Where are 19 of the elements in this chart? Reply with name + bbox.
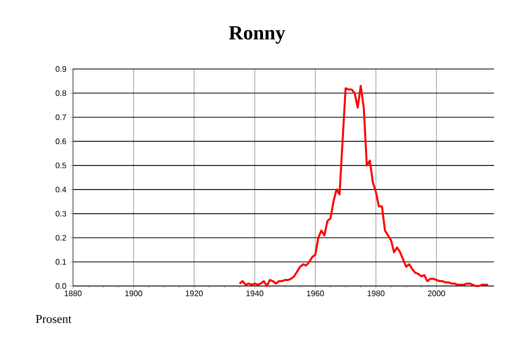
x-tick-label: 1920 [186,290,203,296]
y-tick-label: 0.4 [56,186,66,192]
y-axis-title: Prosent [36,315,72,323]
y-tick-label: 0.8 [56,90,66,96]
chart-title: Ronny [229,26,286,44]
y-tick-label: 0.2 [56,234,66,241]
y-tick-label: 0.6 [56,138,66,144]
x-tick-label: 1980 [368,290,384,296]
y-tick-label: 0.9 [56,66,66,72]
x-tick-label: 1960 [307,290,324,296]
x-tick-label: 2000 [428,290,446,296]
y-tick-label: 0.5 [56,162,66,168]
y-tick-label: 0.3 [56,210,66,216]
x-tick-label: 1900 [125,290,142,296]
y-tick-label: 0.7 [56,114,66,120]
x-tick-label: 1940 [246,290,264,296]
x-tick-label: 1880 [64,290,82,296]
y-tick-label: 0.0 [56,283,66,289]
y-tick-label: 0.1 [56,259,66,265]
